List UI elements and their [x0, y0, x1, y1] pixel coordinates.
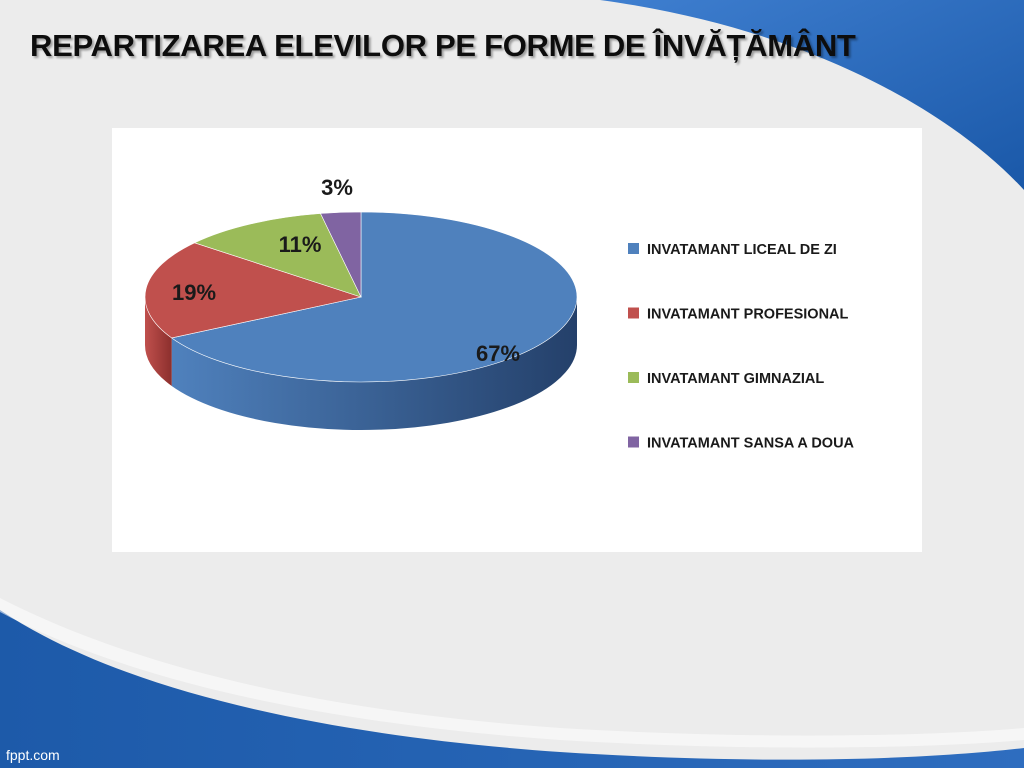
pie-top-layer [144, 211, 578, 383]
data-label-1: 19% [172, 280, 216, 305]
pie-wall-0 [171, 297, 577, 430]
pie-slice-1 [144, 242, 363, 339]
pie-depth-layer [145, 297, 577, 430]
bottom-swoosh [0, 610, 1024, 768]
pie-slice-2 [193, 213, 362, 298]
legend: INVATAMANT LICEAL DE ZI INVATAMANT PROFES… [628, 242, 855, 452]
legend-label-0: INVATAMANT LICEAL DE ZI [647, 242, 837, 258]
legend-swatch-3 [628, 436, 639, 448]
legend-swatch-0 [628, 243, 639, 254]
pie-slice-0 [170, 211, 578, 383]
data-label-3: 3% [321, 175, 353, 200]
data-label-0: 67% [476, 341, 520, 366]
legend-swatch-1 [628, 307, 639, 319]
pie-labels-layer: 67% 19% 11% 3% [172, 175, 520, 366]
legend-swatch-2 [628, 372, 639, 383]
legend-label-2: INVATAMANT GIMNAZIAL [647, 371, 824, 387]
top-right-swoosh [600, 0, 1024, 190]
data-label-2: 11% [279, 232, 322, 257]
pie-wall-1 [145, 297, 172, 386]
pie-slice-3 [320, 211, 362, 298]
footer-brand: fppt.com [6, 747, 60, 763]
slide-title: REPARTIZAREA ELEVILOR PE FORME DE ÎNVĂȚĂ… [30, 28, 856, 63]
chart-panel: 67% 19% 11% 3% INVATAMANT LICEAL DE ZI INVAT… [112, 128, 922, 552]
legend-label-1: INVATAMANT PROFESIONAL [647, 307, 849, 323]
pie-chart: 67%19%11%3% INVATAMANT LICEAL DE ZIINVAT… [144, 175, 855, 452]
legend-label-3: INVATAMANT SANSA A DOUA [647, 436, 855, 452]
